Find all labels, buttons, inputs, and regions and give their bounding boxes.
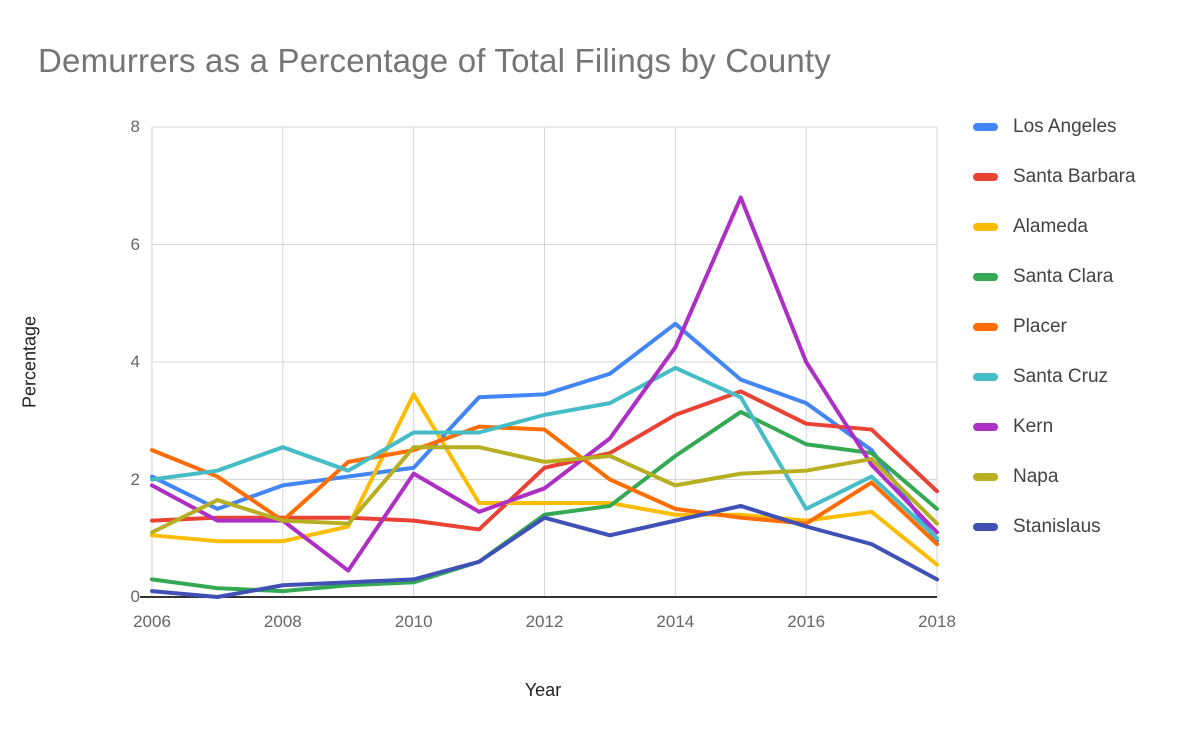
legend-item-santa-barbara[interactable]: Santa Barbara xyxy=(973,166,1136,188)
y-axis-title: Percentage xyxy=(19,315,40,409)
legend-swatch-napa xyxy=(973,473,998,481)
gridlines xyxy=(151,126,938,597)
chart-title: Demurrers as a Percentage of Total Filin… xyxy=(38,42,831,79)
legend-swatch-stanislaus xyxy=(973,523,998,531)
y-tick-label: 6 xyxy=(130,234,140,254)
legend-item-kern[interactable]: Kern xyxy=(973,416,1053,438)
legend-swatch-placer xyxy=(973,323,998,331)
x-tick-label: 2016 xyxy=(787,612,826,631)
series-line-santa-clara[interactable] xyxy=(150,409,939,594)
legend-label-santa-cruz: Santa Cruz xyxy=(1013,366,1109,387)
series-line-stanislaus[interactable] xyxy=(150,503,939,599)
legend-item-los-angeles[interactable]: Los Angeles xyxy=(973,116,1117,138)
legend-swatch-santa-clara xyxy=(973,273,998,281)
x-tick-label: 2014 xyxy=(656,612,695,631)
series-line-alameda[interactable] xyxy=(150,392,939,567)
series-lines xyxy=(150,195,939,599)
legend-item-placer[interactable]: Placer xyxy=(973,316,1067,338)
series-line-los-angeles[interactable] xyxy=(150,321,939,544)
x-tick-label: 2010 xyxy=(394,612,433,631)
legend-label-stanislaus: Stanislaus xyxy=(1013,516,1101,537)
x-tick-label: 2018 xyxy=(918,612,956,631)
y-tick-label: 4 xyxy=(130,352,140,371)
legend-swatch-kern xyxy=(973,423,998,431)
x-tick-label: 2008 xyxy=(263,612,302,631)
legend-item-santa-cruz[interactable]: Santa Cruz xyxy=(973,366,1108,388)
legend-item-napa[interactable]: Napa xyxy=(973,466,1058,488)
series-line-napa[interactable] xyxy=(150,445,939,535)
legend-label-placer: Placer xyxy=(1013,316,1067,337)
legend-item-alameda[interactable]: Alameda xyxy=(973,216,1088,238)
legend-label-kern: Kern xyxy=(1013,416,1054,437)
series-line-santa-cruz[interactable] xyxy=(150,365,939,541)
y-tick-label: 8 xyxy=(130,117,140,136)
x-tick-label: 2006 xyxy=(133,612,171,631)
legend-label-los-angeles: Los Angeles xyxy=(1013,116,1117,137)
legend-item-stanislaus[interactable]: Stanislaus xyxy=(973,516,1101,538)
legend-swatch-santa-barbara xyxy=(973,173,998,181)
legend-label-napa: Napa xyxy=(1013,466,1059,487)
y-tick-label: 2 xyxy=(130,469,140,489)
legend-label-alameda: Alameda xyxy=(1013,216,1088,237)
series-line-santa-barbara[interactable] xyxy=(150,389,939,532)
y-tick-label: 0 xyxy=(130,587,140,606)
legend-swatch-alameda xyxy=(973,223,998,231)
legend-swatch-santa-cruz xyxy=(973,373,998,381)
legend-swatch-los-angeles xyxy=(973,123,998,131)
x-axis-title: Year xyxy=(524,680,562,700)
legend-item-santa-clara[interactable]: Santa Clara xyxy=(973,266,1113,288)
legend-label-santa-clara: Santa Clara xyxy=(1013,266,1114,287)
legend-label-santa-barbara: Santa Barbara xyxy=(1013,166,1136,187)
x-tick-label: 2012 xyxy=(525,612,564,631)
